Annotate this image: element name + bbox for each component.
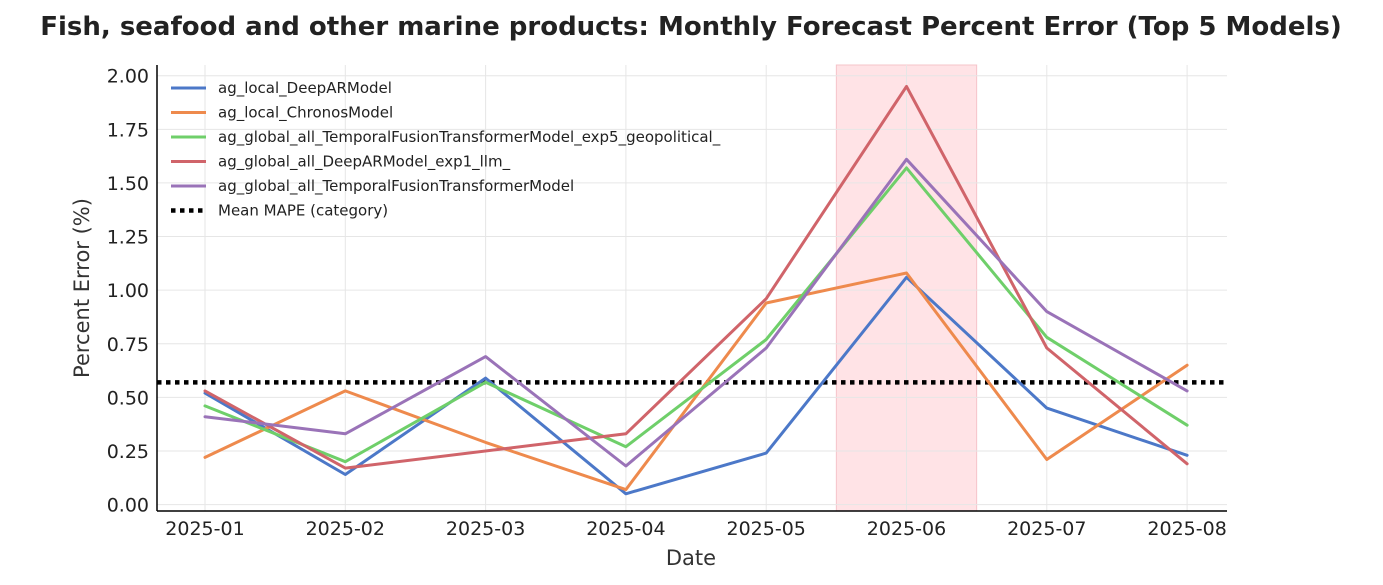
axes-layer (156, 65, 1227, 512)
y-tick-label: 0.50 (107, 387, 149, 409)
series-line-3 (203, 166, 1189, 464)
series-line-2 (203, 271, 1189, 492)
legend-label: Mean MAPE (category) (218, 202, 388, 220)
x-tick-label: 2025-04 (586, 518, 665, 540)
y-tick-label: 0.00 (107, 495, 149, 517)
series-line-5 (203, 157, 1189, 468)
legend-label: ag_local_ChronosModel (218, 104, 393, 123)
x-tick-label: 2025-01 (165, 518, 244, 540)
legend-label: ag_global_all_TemporalFusionTransformerM… (218, 128, 721, 147)
ticks-layer: 2025-01 2025-02 2025-03 2025-04 2025-05 2025-… (107, 66, 1227, 540)
chart-title: Fish, seafood and other marine products:… (40, 12, 1342, 42)
y-tick-label: 1.25 (107, 227, 149, 249)
y-tick-label: 0.75 (107, 334, 149, 356)
y-tick-label: 1.50 (107, 173, 149, 195)
series-layer (203, 84, 1189, 496)
y-axis-label: Percent Error (%) (70, 198, 94, 378)
legend-label: ag_global_all_DeepARModel_exp1_llm_ (218, 153, 511, 172)
y-tick-label: 0.25 (107, 441, 149, 463)
series-line-4 (203, 84, 1189, 470)
y-tick-label: 2.00 (107, 66, 149, 88)
grid-layer (157, 65, 1227, 511)
x-axis-label: Date (666, 546, 716, 570)
legend-label: ag_local_DeepARModel (218, 79, 392, 98)
y-tick-label: 1.75 (107, 119, 149, 141)
x-tick-label: 2025-07 (1007, 518, 1086, 540)
x-tick-label: 2025-05 (727, 518, 806, 540)
x-tick-label: 2025-06 (867, 518, 946, 540)
x-tick-label: 2025-02 (306, 518, 385, 540)
series-line-1 (203, 275, 1189, 496)
y-tick-label: 1.00 (107, 280, 149, 302)
legend: ag_local_DeepARModel ag_local_ChronosMode… (171, 79, 721, 220)
legend-label: ag_global_all_TemporalFusionTransformerM… (218, 177, 574, 196)
x-tick-label: 2025-03 (446, 518, 525, 540)
x-tick-label: 2025-08 (1147, 518, 1226, 540)
